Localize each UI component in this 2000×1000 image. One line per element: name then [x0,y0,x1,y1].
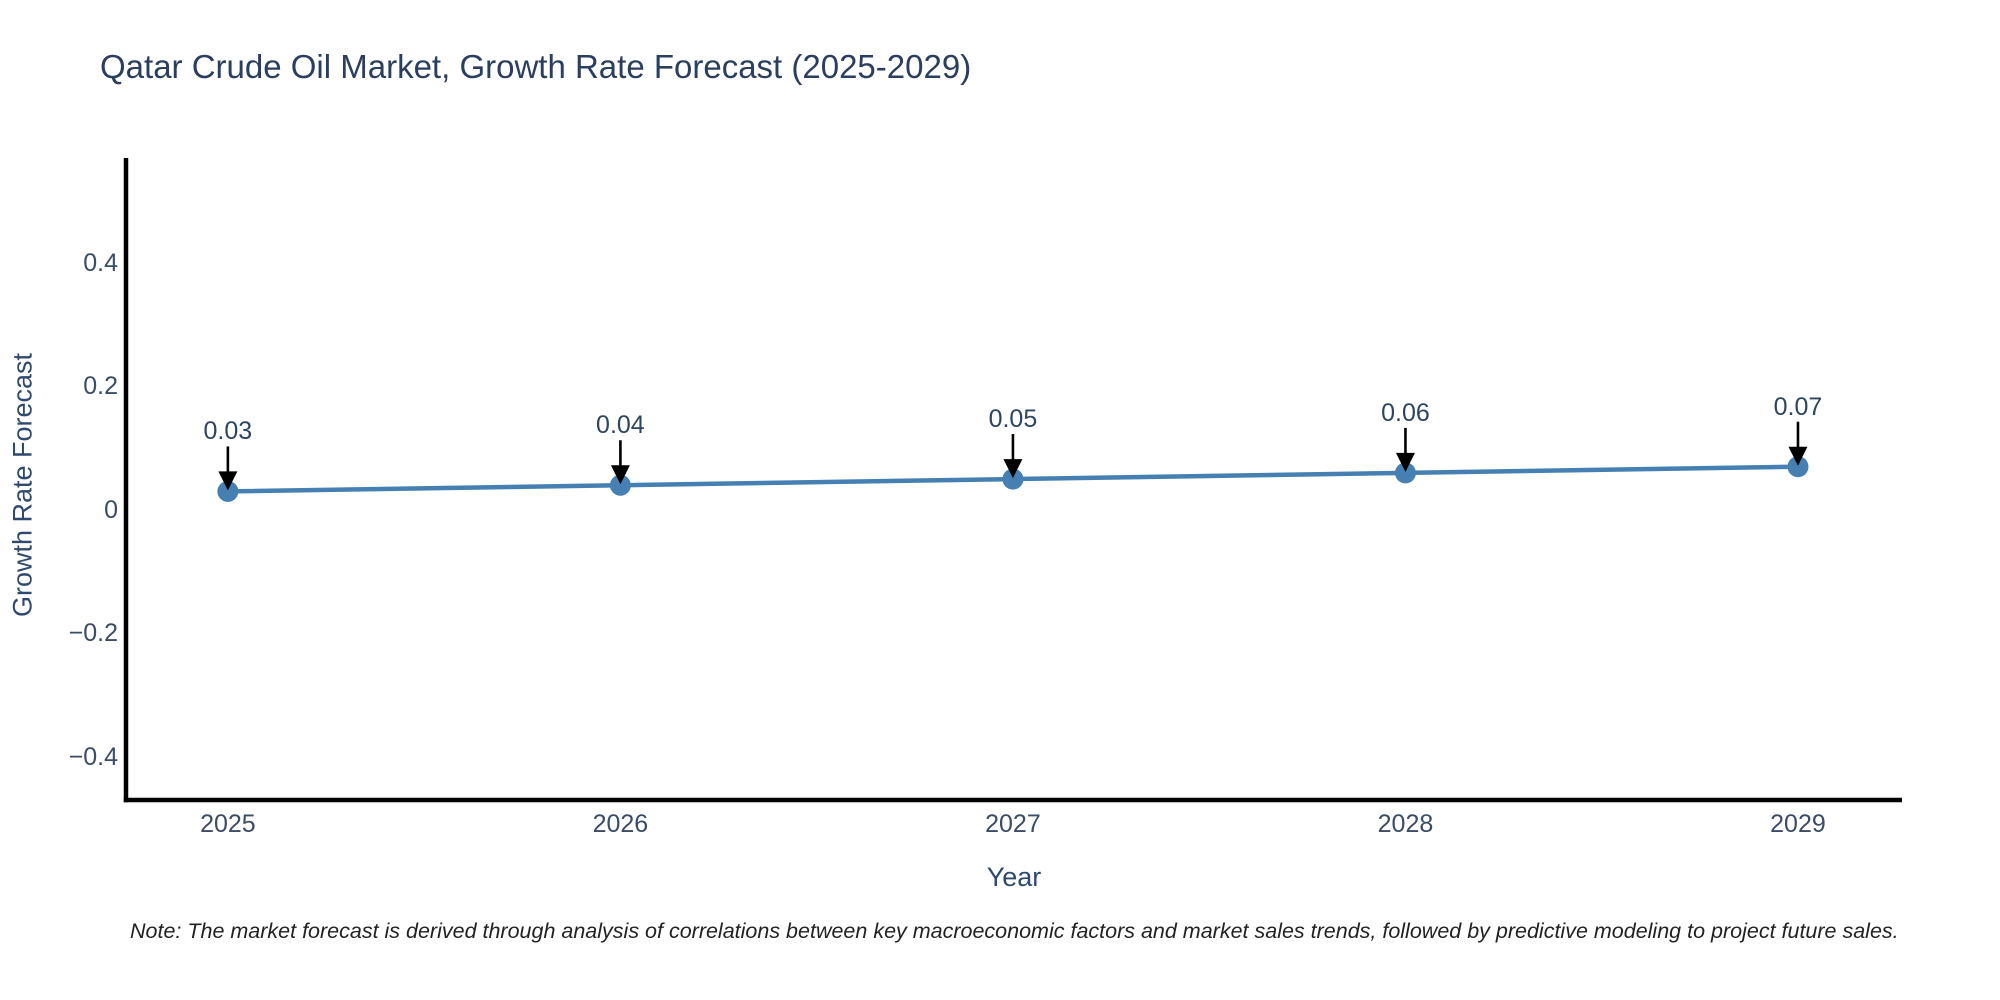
footnote: Note: The market forecast is derived thr… [130,919,1899,943]
x-tick-label: 2027 [985,810,1041,838]
point-value-label: 0.04 [596,411,645,440]
x-tick-label: 2025 [200,810,256,838]
y-tick-label: −0.4 [68,742,118,771]
data-point-marker [1787,456,1809,478]
data-point-marker [609,474,631,496]
annotation-arrow-head [610,465,630,485]
x-tick-label: 2029 [1770,810,1826,838]
y-tick-label: 0 [104,495,118,524]
annotation-arrow-head [218,471,238,491]
chart-title: Qatar Crude Oil Market, Growth Rate Fore… [100,48,972,85]
annotation-arrow-head [1003,459,1023,479]
point-value-label: 0.03 [203,417,253,446]
x-tick-label: 2026 [592,810,649,838]
x-tick-label: 2028 [1377,810,1434,838]
y-tick-label: 0.2 [83,372,118,401]
x-axis-label: Year [986,862,1042,892]
y-tick-label: 0.4 [83,249,118,278]
data-point-marker [1002,468,1024,490]
annotation-arrow-head [1395,452,1415,472]
data-point-marker [1394,462,1416,484]
point-value-label: 0.06 [1381,398,1430,427]
data-point-marker [217,480,239,502]
point-value-label: 0.07 [1773,392,1823,421]
y-tick-label: −0.2 [68,619,118,648]
annotation-arrow-head [1788,446,1808,466]
point-value-label: 0.05 [988,405,1038,434]
